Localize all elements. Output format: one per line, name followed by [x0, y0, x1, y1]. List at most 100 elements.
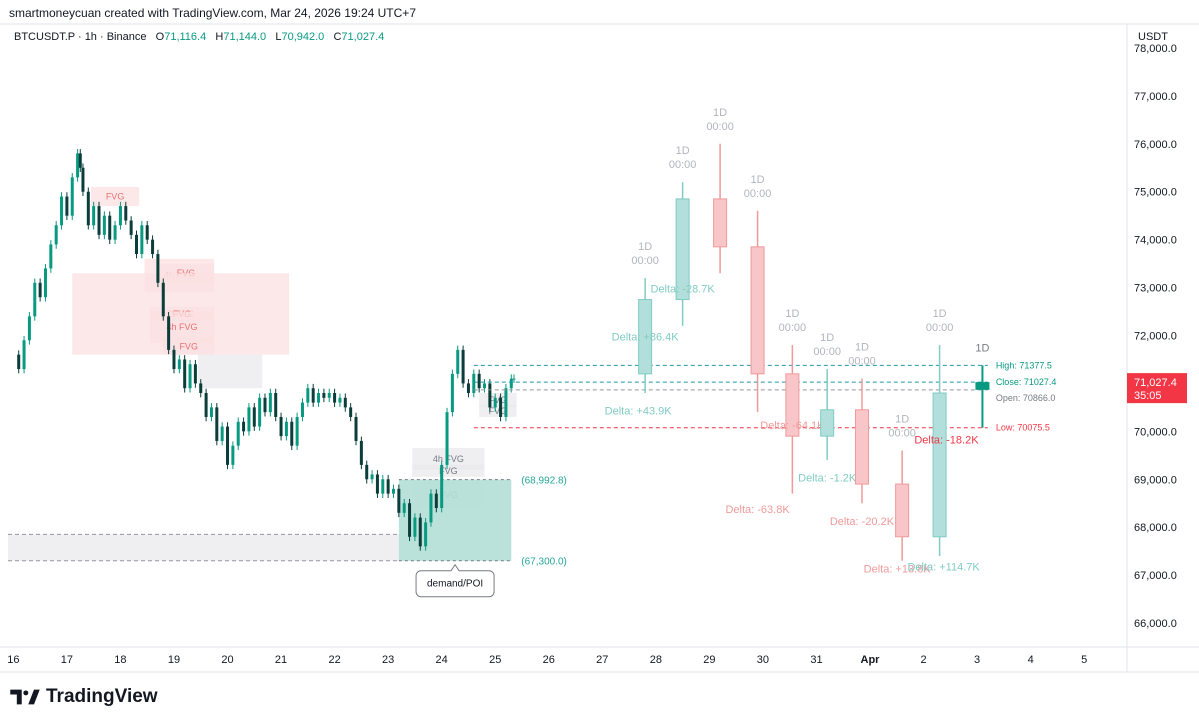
price-tag[interactable] [1127, 373, 1187, 404]
currency-label[interactable]: USDT [1138, 31, 1168, 43]
hourly-candle [33, 282, 37, 317]
hourly-candle [258, 397, 262, 427]
fvg-zone[interactable] [412, 464, 485, 477]
x-tick-label: 2 [920, 654, 926, 666]
projection-candle[interactable] [785, 373, 800, 437]
hourly-candle [204, 393, 208, 417]
price-tag-countdown: 35:05 [1134, 390, 1162, 402]
projection-candle-time: 00:00 [888, 428, 916, 440]
projection-candle[interactable] [750, 246, 765, 375]
demand-top-price: (68,992.8) [521, 476, 567, 487]
projection-candle-timeframe: 1D [676, 145, 690, 157]
symbol-legend[interactable]: BTCUSDT.P · 1h · Binance O71,116.4 H71,1… [14, 31, 384, 43]
hourly-candle [236, 421, 240, 446]
hourly-candle [151, 239, 155, 255]
hourly-candle [499, 397, 503, 417]
x-tick-label: 31 [810, 654, 822, 666]
hourly-candle [413, 517, 417, 537]
projection-candle[interactable] [638, 299, 653, 375]
hourly-candle [434, 493, 438, 509]
hourly-candle [209, 407, 213, 417]
fvg-zone[interactable] [90, 186, 140, 207]
hourly-candle [424, 522, 428, 547]
hourly-candle [397, 488, 401, 513]
hourly-candle [65, 196, 69, 216]
price-tag-value: 71,027.4 [1134, 377, 1177, 389]
tradingview-brand[interactable]: TradingView [10, 686, 158, 708]
fvg-label: FVG [179, 341, 198, 351]
hourly-candle [242, 421, 246, 432]
fvg-label: FVG [439, 466, 458, 476]
hourly-candle [78, 153, 82, 168]
projection-candle-timeframe: 1D [820, 332, 834, 344]
hourly-candle [359, 440, 363, 465]
hourly-candle [113, 225, 117, 240]
high-value: 71,144.0 [223, 31, 267, 43]
delta-label: Delta: -28.7K [651, 283, 716, 295]
hourly-candle [43, 268, 47, 298]
hourly-candle [193, 364, 197, 384]
hourly-candle [317, 393, 321, 403]
hourly-candle [252, 407, 256, 427]
fvg-label: FVG [489, 395, 508, 405]
demand-zone[interactable] [398, 479, 512, 561]
x-tick-label: 16 [7, 654, 19, 666]
hourly-candle [38, 282, 42, 298]
hourly-candle [140, 225, 144, 255]
current-daily-timeframe: 1D [975, 342, 989, 354]
projection-candle[interactable] [820, 409, 835, 437]
hourly-candle [472, 373, 476, 394]
delta-label: Delta: -20.2K [830, 516, 895, 528]
hourly-candle [215, 407, 219, 441]
x-tick-label: 3 [974, 654, 980, 666]
fvg-zone[interactable] [149, 311, 215, 343]
projection-candle-time: 00:00 [779, 322, 807, 334]
hourly-candle [386, 479, 390, 494]
hourly-candle [311, 388, 315, 403]
hourly-candle [466, 383, 470, 394]
hourly-candle [220, 426, 224, 441]
fvg-zone[interactable] [479, 404, 517, 417]
hourly-candle [97, 206, 101, 235]
y-tick-label: 67,000.0 [1134, 570, 1177, 582]
projection-candle[interactable] [675, 198, 690, 301]
hourly-candle [268, 393, 272, 413]
projection-candle[interactable] [895, 483, 910, 538]
high-label: H [215, 31, 224, 43]
hourly-candle [145, 225, 149, 240]
hourly-candle [461, 349, 465, 384]
hourly-candle [509, 378, 513, 389]
projection-candle[interactable] [854, 409, 869, 485]
current-daily-candle[interactable] [975, 382, 990, 390]
hourly-candle [402, 503, 406, 513]
hourly-candle [279, 416, 283, 437]
close-level-label: Close: 71027.4 [996, 377, 1057, 387]
hourly-candle [81, 167, 85, 192]
y-tick-label: 68,000.0 [1134, 522, 1177, 534]
demand-callout[interactable] [415, 563, 495, 598]
fvg-zone[interactable] [198, 354, 263, 389]
demand-callout-label: demand/POI [427, 579, 483, 590]
hourly-candle [338, 397, 342, 403]
hourly-candle [445, 412, 449, 465]
fvg-zone[interactable] [163, 337, 215, 355]
hourly-candle [456, 349, 460, 374]
close-value: 71,027.4 [341, 31, 385, 43]
projection-candle[interactable] [713, 198, 728, 248]
fvg-label: FVG [489, 406, 508, 416]
symbol-name[interactable]: BTCUSDT.P · 1h · Binance [14, 31, 147, 43]
projection-candle-time: 00:00 [744, 188, 772, 200]
y-tick-label: 75,000.0 [1134, 187, 1177, 199]
hourly-candle [274, 393, 278, 417]
hourly-candle [22, 340, 26, 370]
delta-label: Delta: -64.1K [760, 420, 825, 432]
hourly-candle [365, 464, 369, 480]
x-tick-label: 18 [114, 654, 126, 666]
x-tick-label: 22 [328, 654, 340, 666]
hourly-candle [86, 191, 90, 226]
projection-candle[interactable] [932, 392, 947, 538]
hourly-candle [226, 426, 230, 465]
fvg-zone[interactable] [8, 534, 399, 561]
delta-label: Delta: +13.8K [864, 564, 932, 576]
